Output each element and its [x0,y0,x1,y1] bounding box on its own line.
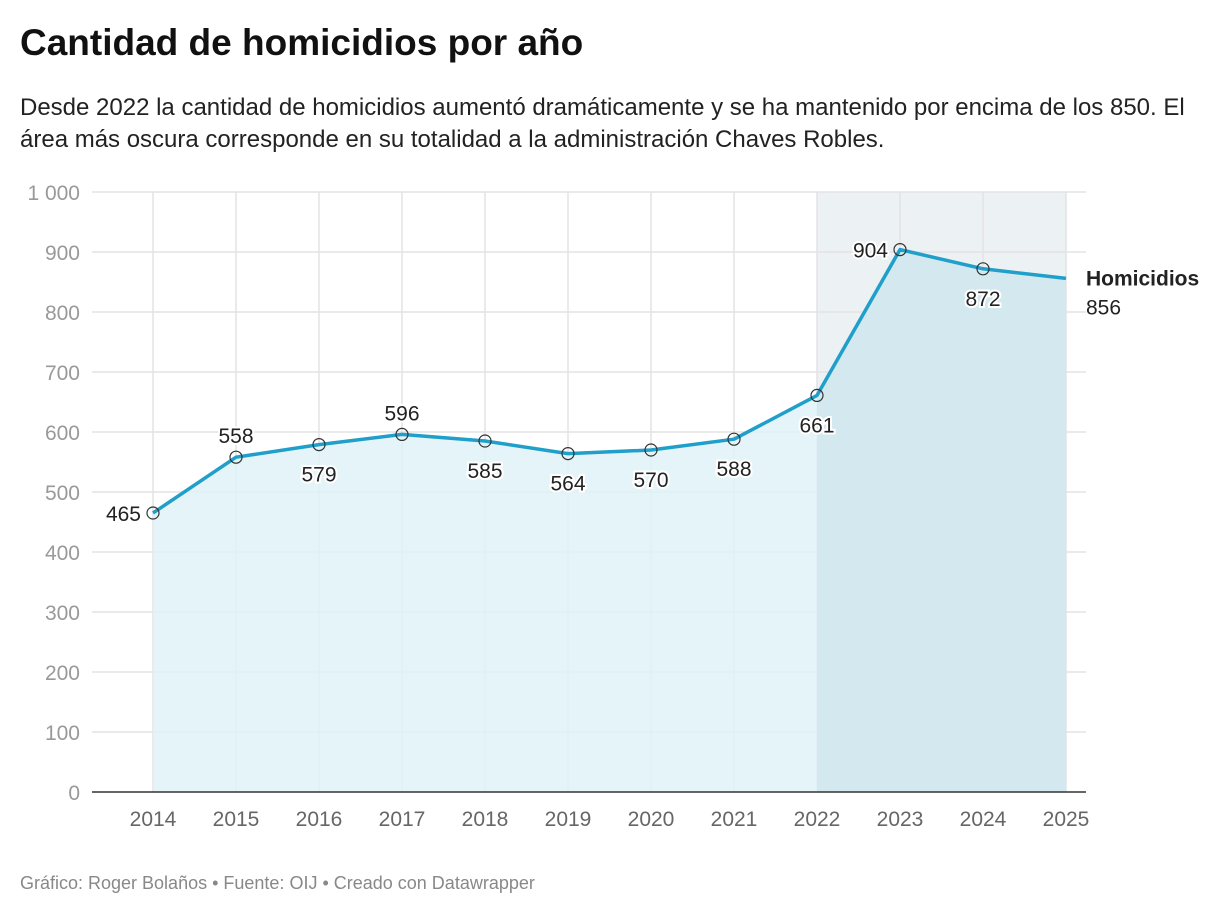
x-tick-label: 2018 [462,808,509,831]
series-name-label: Homicidios [1086,267,1199,290]
x-tick-label: 2015 [213,808,260,831]
y-tick-label: 500 [45,482,80,505]
y-tick-label: 900 [45,242,80,265]
data-label: 856 [1086,296,1121,319]
data-point-marker [976,262,990,276]
data-point-marker [312,438,326,452]
data-point-marker [810,388,824,402]
data-point-marker [561,447,575,461]
data-label: 596 [384,402,419,425]
chart-title: Cantidad de homicidios por año [20,22,584,63]
y-tick-label: 800 [45,302,80,325]
data-label: 579 [301,464,336,487]
data-label: 585 [467,460,502,483]
x-tick-label: 2021 [711,808,758,831]
data-label: 588 [716,458,751,481]
data-label: 904 [853,240,888,263]
x-tick-label: 2016 [296,808,343,831]
x-tick-label: 2014 [130,808,177,831]
highlight-area-fill [817,249,1066,793]
x-tick-label: 2024 [960,808,1007,831]
x-tick-label: 2025 [1043,808,1090,831]
x-tick-label: 2020 [628,808,675,831]
chart-footer: Gráfico: Roger Bolaños • Fuente: OIJ • C… [20,873,535,893]
x-tick-label: 2022 [794,808,841,831]
data-label: 564 [550,473,585,496]
data-label: 570 [633,469,668,492]
data-label: 661 [799,414,834,437]
y-tick-label: 700 [45,362,80,385]
y-tick-label: 400 [45,542,80,565]
x-tick-label: 2023 [877,808,924,831]
data-point-marker [727,432,741,446]
data-point-marker [478,434,492,448]
y-tick-label: 0 [68,782,80,805]
data-label: 872 [965,288,1000,311]
y-tick-label: 200 [45,662,80,685]
series-line-homicidios [152,247,1067,515]
y-tick-label: 300 [45,602,80,625]
data-label: 465 [106,503,141,526]
data-point-marker [395,427,409,441]
x-tick-label: 2019 [545,808,592,831]
y-tick-label: 1 000 [27,182,80,205]
data-point-marker [893,243,907,257]
y-tick-label: 100 [45,722,80,745]
x-tick-label: 2017 [379,808,426,831]
data-point-marker [146,506,160,520]
data-label: 558 [218,425,253,448]
data-point-marker [229,450,243,464]
chart-subtitle: Desde 2022 la cantidad de homicidios aum… [20,94,1185,153]
data-point-marker [644,443,658,457]
y-tick-label: 600 [45,422,80,445]
